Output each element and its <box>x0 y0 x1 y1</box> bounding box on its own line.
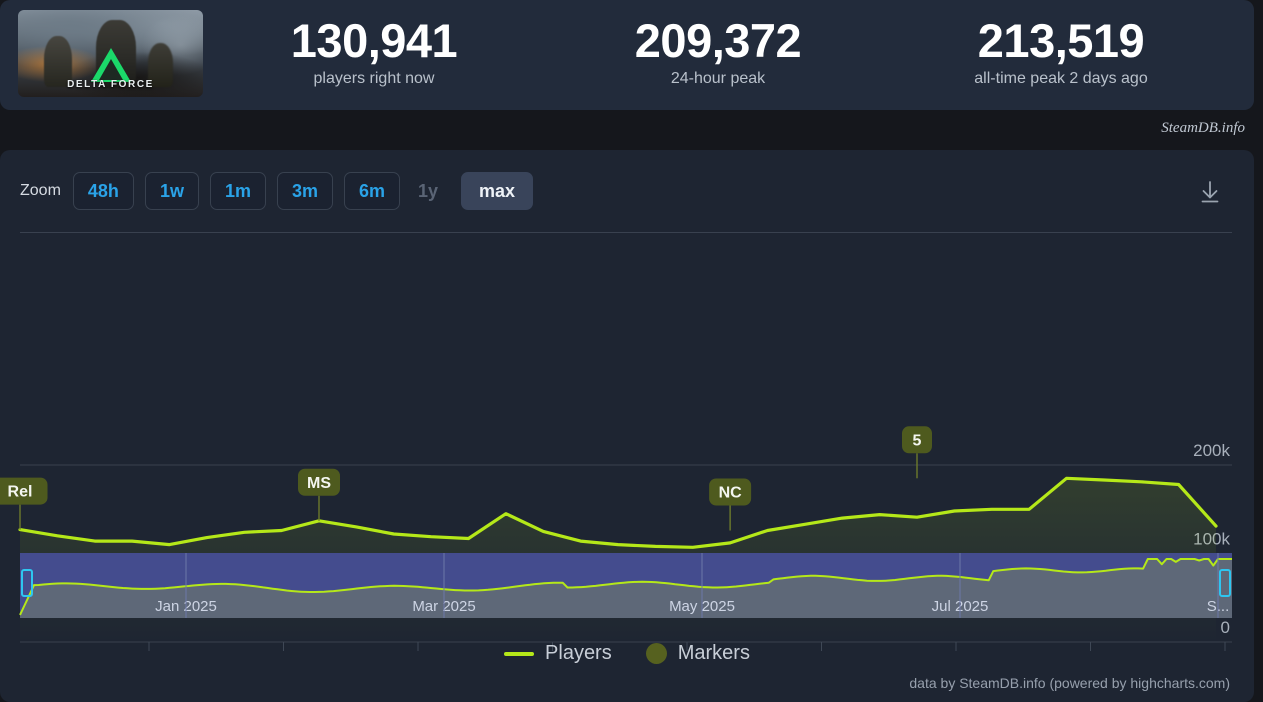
marker-label: 5 <box>913 432 922 449</box>
delta-force-logo-icon <box>90 48 131 83</box>
game-title-text: DELTA FORCE <box>67 79 154 90</box>
chart-marker-rel[interactable]: Rel <box>0 477 48 530</box>
y-axis-label: 0 <box>1221 618 1230 637</box>
y-axis-label: 200k <box>1193 441 1230 460</box>
legend-item-markers[interactable]: Markers <box>645 642 750 665</box>
marker-label: NC <box>719 484 743 501</box>
range-button-1w[interactable]: 1w <box>144 172 199 210</box>
players-series-line[interactable] <box>18 476 1218 549</box>
legend-item-players[interactable]: Players <box>504 642 612 665</box>
stat-24-hour-peak: 209,372 24-hour peak <box>575 14 861 90</box>
capsule-soldier-right <box>147 43 174 87</box>
stat-value: 213,519 <box>977 14 1145 67</box>
range-button-6m[interactable]: 6m <box>343 172 400 210</box>
game-stats-card: DELTA FORCE 130,941 players right now 20… <box>0 0 1254 110</box>
download-icon[interactable] <box>1190 172 1230 212</box>
navigator-series-line <box>19 558 1232 616</box>
zoom-label: Zoom <box>20 182 61 199</box>
x-axis-label: Mar 2025 <box>382 657 454 660</box>
range-selector-buttons: 48h 1w 1m 3m 6m 1y max <box>72 172 544 210</box>
chart-marker-5[interactable]: 5 <box>902 426 932 479</box>
stat-label: all-time peak 2 days ago <box>974 70 1148 87</box>
legend-label: Markers <box>677 642 750 664</box>
x-axis-label: Jun 2025 <box>787 657 857 660</box>
stat-value: 209,372 <box>634 14 802 67</box>
navigator-handle-left[interactable] <box>21 569 33 597</box>
stat-label: players right now <box>313 70 435 87</box>
range-button-48h[interactable]: 48h <box>72 172 134 210</box>
x-axis-label: Jul 2025 <box>924 657 988 660</box>
stat-value: 130,941 <box>290 14 458 67</box>
markers-dot-swatch-icon <box>645 643 667 664</box>
range-selector: Zoom 48h 1w 1m 3m 6m 1y max <box>20 172 544 210</box>
chart-marker-ms[interactable]: MS <box>298 468 340 521</box>
chart-legend: Players Markers <box>0 642 1254 665</box>
capsule-soldier-left <box>43 36 72 87</box>
chart-navigator[interactable]: Jan 2025 Mar 2025 May 2025 Jul 2025 S... <box>19 553 1232 618</box>
x-axis-label: Sept 2025 <box>1186 657 1254 660</box>
chart-marker-nc[interactable]: NC <box>709 478 752 531</box>
marker-flag <box>298 468 340 496</box>
navigator-area <box>20 559 1232 618</box>
x-axis-label: Aug 2025 <box>1054 657 1127 660</box>
game-capsule-image[interactable]: DELTA FORCE <box>18 10 203 97</box>
chart-credit[interactable]: data by SteamDB.info (powered by highcha… <box>909 675 1230 691</box>
toolbar-divider <box>20 232 1232 233</box>
marker-label: Rel <box>8 484 33 501</box>
range-button-1y: 1y <box>418 180 439 201</box>
marker-flag <box>0 477 48 505</box>
x-axis-label: Feb 2025 <box>248 657 320 660</box>
navigator-handle-right[interactable] <box>1219 569 1231 597</box>
range-button-max[interactable]: max <box>461 172 534 210</box>
range-button-3m[interactable]: 3m <box>276 172 333 210</box>
marker-flag <box>902 426 932 454</box>
x-axis-label: Jan 2025 <box>114 657 184 660</box>
marker-label: MS <box>307 475 331 492</box>
x-axis-label: Apr 2025 <box>518 657 587 660</box>
marker-flag <box>709 478 752 506</box>
steamdb-attribution: SteamDB.info <box>1161 120 1245 136</box>
stat-players-right-now: 130,941 players right now <box>229 14 519 90</box>
players-line-swatch-icon <box>504 651 535 656</box>
stat-all-time-peak: 213,519 all-time peak 2 days ago <box>900 14 1222 90</box>
range-button-1m[interactable]: 1m <box>209 172 266 210</box>
stat-label: 24-hour peak <box>670 70 766 87</box>
navigator-selection-mask <box>20 553 1232 618</box>
legend-label: Players <box>545 642 612 664</box>
x-axis-label: May 2025 <box>650 657 725 660</box>
